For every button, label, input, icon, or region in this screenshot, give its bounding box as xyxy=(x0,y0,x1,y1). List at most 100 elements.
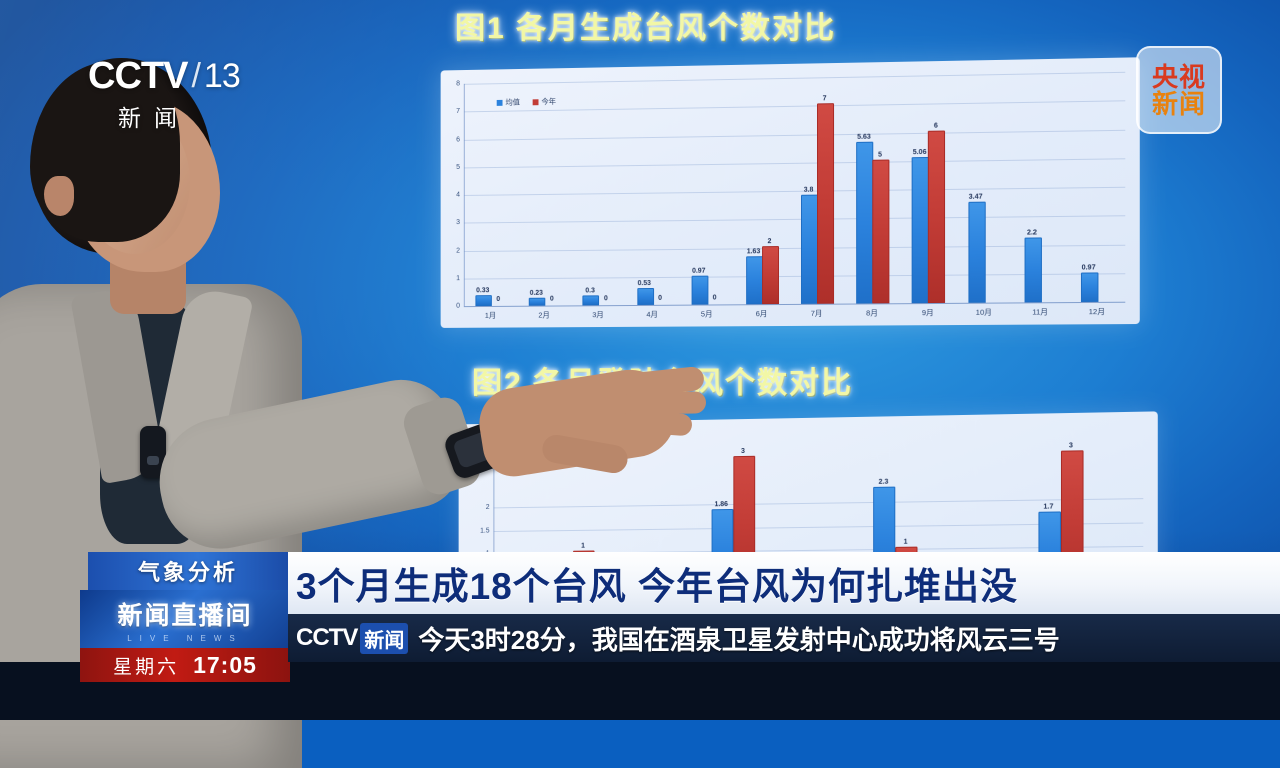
bar-value-label: 1.86 xyxy=(714,500,728,509)
legend-item-均值: 均值 xyxy=(496,97,521,108)
bar-value-label: 5 xyxy=(878,151,883,159)
bar-value-label: 2 xyxy=(767,237,772,245)
bar-均值-1月 xyxy=(475,294,492,307)
chart1-title: 图1 各月生成台风个数对比 xyxy=(455,12,837,45)
bar-今年-8月 xyxy=(872,159,890,304)
y-axis xyxy=(463,83,465,307)
y-axis-tick: 8 xyxy=(456,80,460,88)
bar-value-label: 2.3 xyxy=(878,478,889,486)
x-axis-tick: 1月 xyxy=(484,310,497,320)
x-axis-tick: 10月 xyxy=(975,307,992,317)
legend-label: 均值 xyxy=(505,97,521,107)
channel-number: 13 xyxy=(203,57,241,95)
bar-均值-12月 xyxy=(1080,272,1099,303)
channel-name: 新闻 xyxy=(118,105,190,131)
program-subtitle: LIVE NEWS xyxy=(127,633,243,643)
topic-badge: 气象分析 xyxy=(88,552,288,590)
chart1-plot-area: 0 1 2 3 4 5 6 7 8 0.33 0 1月 0.23 0 2月 0.3 0 3月 0.53 0 4月 0.97… xyxy=(441,57,1140,328)
bar-均值-10月 xyxy=(967,201,986,303)
bar-value-label: 0.97 xyxy=(1081,263,1096,272)
channel-logo-row: CCTV / 13 xyxy=(88,55,263,98)
gridline xyxy=(463,215,1126,224)
y-axis-tick: 6 xyxy=(456,136,460,143)
bar-均值-8月 xyxy=(856,141,874,304)
bar-value-label: 0 xyxy=(658,294,662,302)
gridline xyxy=(463,186,1126,196)
bar-均值-5月 xyxy=(691,275,709,305)
ticker-logo-left: CCTV xyxy=(296,624,358,651)
gridline xyxy=(463,158,1126,169)
bar-value-label: 3.47 xyxy=(968,193,983,201)
x-axis-tick: 12月 xyxy=(1088,306,1105,317)
bar-value-label: 0.33 xyxy=(476,286,490,294)
y-axis-tick: 7 xyxy=(456,108,460,116)
x-axis-tick: 11月 xyxy=(1032,307,1048,317)
bar-value-label: 0.3 xyxy=(585,286,595,294)
bar-value-label: 1 xyxy=(581,542,585,550)
bar-value-label: 3 xyxy=(741,448,745,456)
bar-value-label: 6 xyxy=(933,122,938,130)
legend-label: 今年 xyxy=(541,96,557,107)
chart-legend: 均值 今年 xyxy=(496,96,557,108)
ticker-text: 今天3时28分，我国在酒泉卫星发射中心成功将风云三号 xyxy=(418,624,1060,655)
lower-third: 气象分析 新闻直播间 LIVE NEWS 星期六 17:05 3个月生成18个台… xyxy=(0,552,1280,720)
bar-value-label: 5.63 xyxy=(857,133,871,141)
presenter-ear xyxy=(44,176,74,216)
program-badge: 新闻直播间 LIVE NEWS xyxy=(80,590,290,648)
y-axis-tick: 1.5 xyxy=(480,527,490,535)
x-axis-tick: 7月 xyxy=(810,308,823,318)
y-axis-tick: 5 xyxy=(456,163,460,171)
bar-value-label: 0 xyxy=(496,296,501,303)
chart1-panel: 0 1 2 3 4 5 6 7 8 0.33 0 1月 0.23 0 2月 0.3 0 3月 0.53 0 4月 0.97… xyxy=(440,57,1140,328)
gridline xyxy=(463,100,1126,113)
y-axis-tick: 2 xyxy=(485,504,490,512)
channel-logo-text: CCTV xyxy=(88,55,188,97)
bar-均值-6月 xyxy=(746,256,763,305)
bar-均值-11月 xyxy=(1024,237,1042,303)
bar-均值-3月 xyxy=(582,294,600,306)
x-axis-tick: 4月 xyxy=(646,309,658,319)
bar-今年-9月 xyxy=(928,130,946,304)
x-axis-tick: 3月 xyxy=(592,310,604,320)
bar-value-label: 0.53 xyxy=(637,280,652,288)
y-axis-tick: 2 xyxy=(456,247,460,255)
bar-value-label: 0.97 xyxy=(692,267,706,275)
x-axis xyxy=(463,301,1126,308)
y-axis-tick: 4 xyxy=(456,191,460,199)
ticker-logo-right: 新闻 xyxy=(360,622,409,654)
y-axis-tick: 3 xyxy=(456,219,460,227)
headline-text: 3个月生成18个台风 今年台风为何扎堆出没 xyxy=(296,566,1019,607)
x-axis-tick: 6月 xyxy=(755,309,768,319)
y-axis-tick: 1 xyxy=(456,274,460,282)
bar-今年-6月 xyxy=(761,245,779,305)
bar-value-label: 0 xyxy=(712,294,717,302)
program-name: 新闻直播间 xyxy=(117,601,253,630)
ticker-logo: CCTV 新闻 xyxy=(296,622,409,654)
bar-value-label: 0 xyxy=(603,295,608,303)
bar-value-label: 1.7 xyxy=(1043,503,1054,512)
y-axis-tick: 0 xyxy=(456,302,460,310)
bar-value-label: 3 xyxy=(1068,442,1073,450)
bar-value-label: 1 xyxy=(903,538,908,546)
x-axis-tick: 8月 xyxy=(866,308,878,318)
bar-均值-4月 xyxy=(636,288,654,305)
x-axis-tick: 9月 xyxy=(921,308,934,318)
gridline xyxy=(463,129,1126,141)
bar-均值-9月 xyxy=(912,157,930,304)
headline-bar: 3个月生成18个台风 今年台风为何扎堆出没 xyxy=(288,552,1280,614)
bar-均值-2月 xyxy=(529,297,546,306)
news-ticker: CCTV 新闻 今天3时28分，我国在酒泉卫星发射中心成功将风云三号 xyxy=(288,614,1280,662)
weekday-label: 星期六 xyxy=(113,656,180,678)
watermark-line2: 新闻 xyxy=(1151,88,1206,119)
clock-label: 17:05 xyxy=(193,651,257,678)
bar-value-label: 7 xyxy=(822,95,827,103)
bar-value-label: 5.06 xyxy=(912,148,927,157)
channel-logo: CCTV / 13 新闻 xyxy=(88,55,263,135)
bar-value-label: 0 xyxy=(549,295,554,303)
watermark-badge: 央视 新闻 xyxy=(1136,46,1222,134)
topic-label: 气象分析 xyxy=(137,560,238,585)
bar-value-label: 1.63 xyxy=(746,248,761,256)
x-axis-tick: 2月 xyxy=(538,310,550,320)
gridline xyxy=(463,71,1126,85)
bar-value-label: 2.2 xyxy=(1026,229,1037,237)
